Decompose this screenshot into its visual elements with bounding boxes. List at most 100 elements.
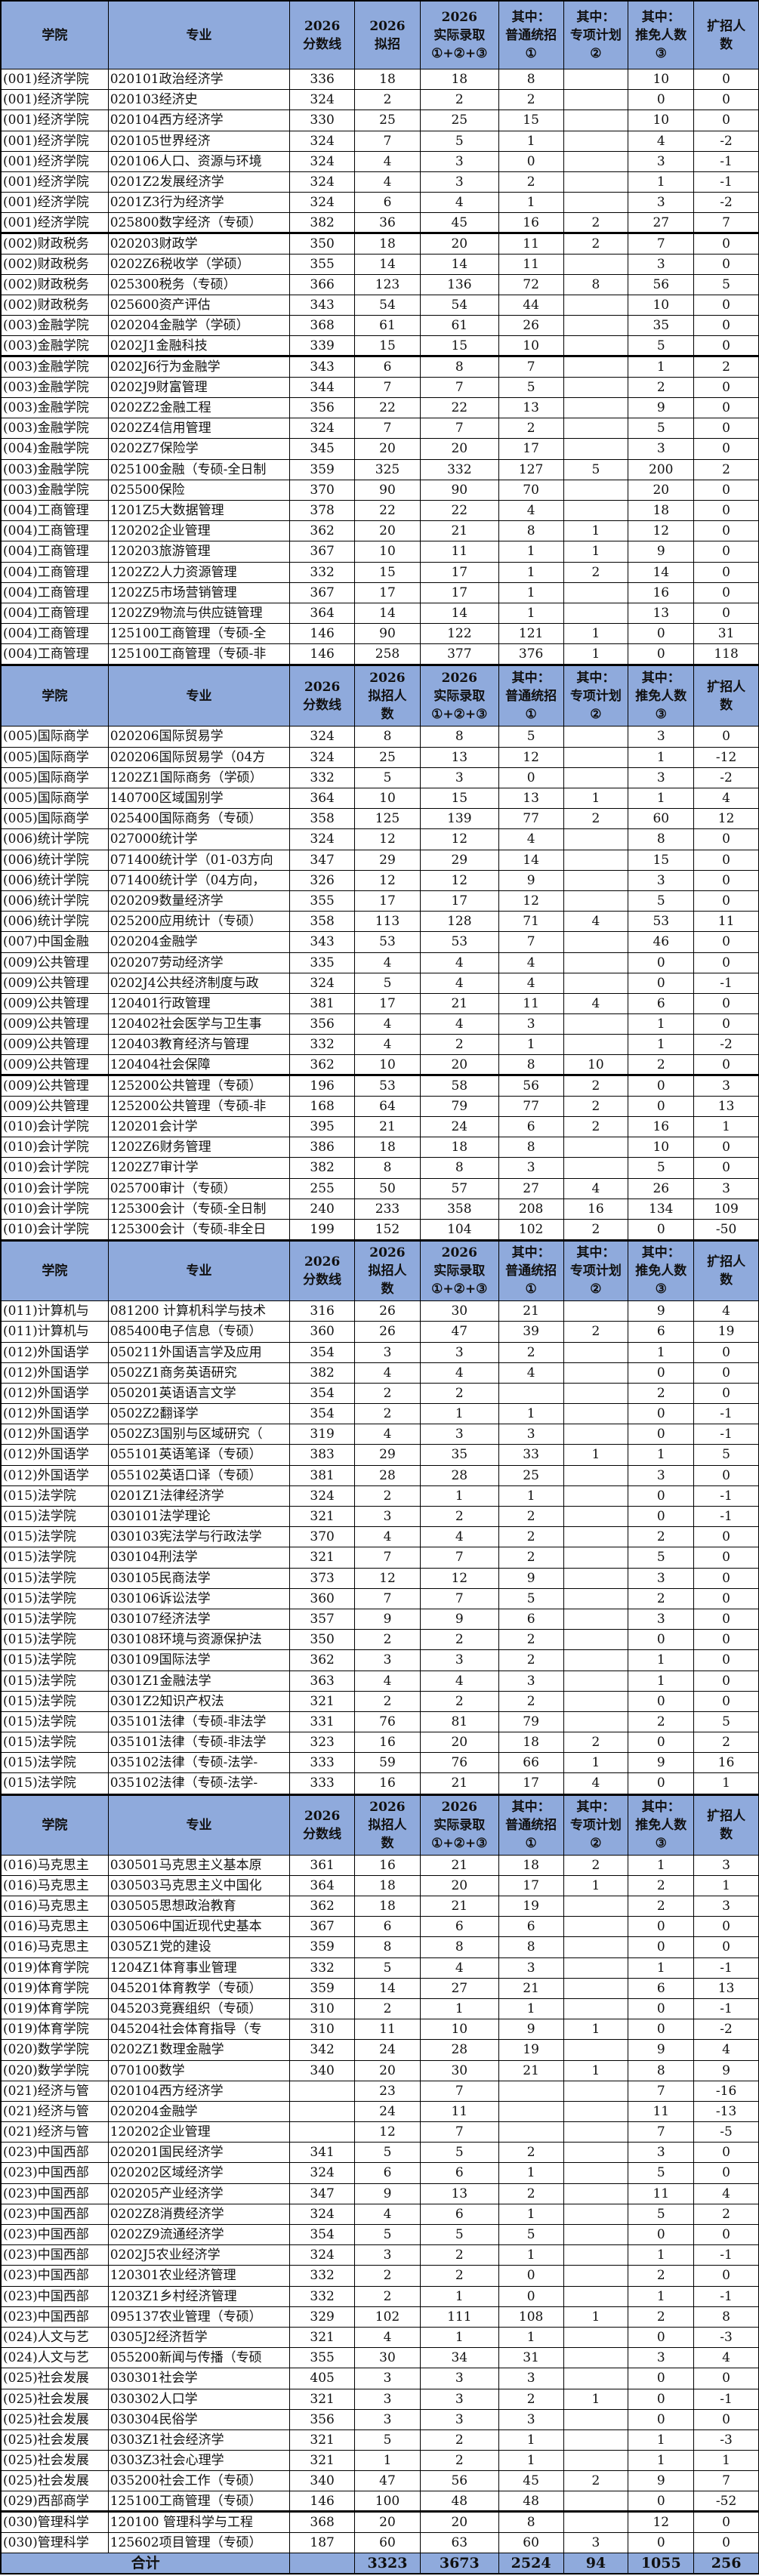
cell-regular: 25 [499, 1465, 564, 1485]
cell-expand: 0 [694, 2532, 759, 2553]
cell-actual: 11 [421, 541, 499, 562]
cell-expand: 3 [694, 1855, 759, 1875]
cell-special: 1 [564, 541, 629, 562]
cell-major: 0202Z8消费经济学 [109, 2204, 291, 2224]
cell-college: (016)马克思主 [2, 1875, 109, 1896]
table-row: (003)金融学院 0202Z2金融工程 356 22 22 13 9 0 [2, 398, 759, 419]
cell-score: 324 [290, 418, 356, 439]
cell-score: 358 [290, 912, 356, 932]
cell-special [564, 2286, 629, 2306]
cell-plan: 325 [355, 459, 421, 480]
cell-plan: 7 [355, 377, 421, 397]
cell-special [564, 973, 629, 993]
cell-special [564, 1630, 629, 1650]
cell-plan: 12 [355, 1568, 421, 1588]
cell-score: 382 [290, 1362, 356, 1383]
cell-exempt: 14 [628, 562, 695, 582]
cell-major: 0201Z3行为经济学 [109, 193, 291, 213]
cell-major: 025300税务（专硕） [109, 274, 291, 295]
header-plan: 2026 拟招人 数 [355, 666, 421, 727]
cell-major: 020203财政学 [109, 233, 291, 254]
cell-exempt: 1 [628, 1671, 695, 1691]
cell-college: (010)会计学院 [2, 1178, 109, 1199]
cell-regular: 14 [499, 850, 564, 870]
cell-exempt: 7 [628, 233, 695, 254]
cell-exempt: 10 [628, 1137, 695, 1158]
cell-actual: 18 [421, 1137, 499, 1158]
table-row: (003)金融学院 025100金融（专硕-全日制 359 325 332 127 5 200… [2, 459, 759, 480]
cell-plan: 29 [355, 850, 421, 870]
cell-college: (019)体育学院 [2, 1978, 109, 1998]
cell-college: (004)工商管理 [2, 500, 109, 521]
cell-college: (002)财政税务 [2, 233, 109, 254]
cell-actual: 24 [421, 1117, 499, 1137]
cell-regular: 9 [499, 870, 564, 890]
cell-regular: 1 [499, 2204, 564, 2224]
cell-actual: 20 [421, 439, 499, 459]
cell-actual: 6 [421, 1917, 499, 1937]
table-row: (005)国际商学 020206国际贸易学 324 8 8 5 3 0 [2, 727, 759, 748]
cell-exempt: 1 [628, 2451, 695, 2471]
cell-regular: 1 [499, 562, 564, 582]
cell-actual: 4 [421, 1527, 499, 1547]
total-actual: 3673 [421, 2553, 499, 2573]
cell-regular: 0 [499, 151, 564, 171]
cell-score: 368 [290, 2512, 356, 2532]
cell-college: (005)国际商学 [2, 767, 109, 788]
cell-special: 2 [564, 2471, 629, 2491]
cell-exempt: 10 [628, 295, 695, 316]
header-special: 其中： 专项计划 ② [564, 2, 629, 69]
cell-exempt: 1 [628, 1342, 695, 1362]
cell-score: 395 [290, 1117, 356, 1137]
cell-actual: 1 [421, 2286, 499, 2306]
cell-major: 0301Z2知识产权法 [109, 1691, 291, 1711]
cell-college: (012)外国语学 [2, 1424, 109, 1445]
cell-major: 0502Z2翻译学 [109, 1404, 291, 1424]
cell-regular: 0 [499, 767, 564, 788]
cell-actual: 12 [421, 1568, 499, 1588]
cell-expand: 9 [694, 2060, 759, 2081]
cell-actual: 21 [421, 1855, 499, 1875]
cell-expand: 19 [694, 1322, 759, 1342]
cell-exempt: 2 [628, 1383, 695, 1404]
cell-special [564, 582, 629, 603]
cell-college: (003)金融学院 [2, 316, 109, 336]
table-row: (019)体育学院 045201体育教学（专硕） 359 14 27 21 6 13 [2, 1978, 759, 1999]
cell-college: (009)公共管理 [2, 993, 109, 1014]
cell-exempt: 0 [628, 1096, 695, 1116]
cell-special [564, 1507, 629, 1527]
cell-expand: 0 [694, 727, 759, 747]
cell-exempt: 4 [628, 131, 695, 151]
header-college: 学院 [2, 1795, 109, 1855]
cell-plan: 6 [355, 356, 421, 377]
cell-regular: 3 [499, 1424, 564, 1445]
table-row: (016)马克思主 030501马克思主义基本原 361 16 21 18 2 1 3 [2, 1855, 759, 1876]
cell-expand: 0 [694, 541, 759, 562]
cell-expand: -52 [694, 2491, 759, 2510]
cell-expand: 11 [694, 912, 759, 932]
cell-regular: 127 [499, 459, 564, 480]
cell-plan: 14 [355, 603, 421, 624]
cell-expand: -2 [694, 131, 759, 151]
cell-special [564, 2081, 629, 2101]
cell-plan: 152 [355, 1219, 421, 1240]
cell-college: (004)工商管理 [2, 562, 109, 582]
cell-regular: 15 [499, 110, 564, 131]
cell-score: 381 [290, 993, 356, 1014]
cell-score: 354 [290, 1404, 356, 1424]
cell-special [564, 1404, 629, 1424]
cell-exempt: 0 [628, 90, 695, 110]
cell-plan: 59 [355, 1753, 421, 1773]
cell-major: 0201Z1法律经济学 [109, 1485, 291, 1506]
total-regular: 2524 [499, 2553, 564, 2573]
cell-exempt: 5 [628, 2204, 695, 2224]
cell-special: 2 [564, 233, 629, 254]
cell-actual: 28 [421, 2040, 499, 2060]
cell-major: 030301社会学 [109, 2368, 291, 2389]
cell-special [564, 2429, 629, 2451]
cell-plan: 18 [355, 69, 421, 90]
cell-expand: 0 [694, 439, 759, 459]
cell-regular: 77 [499, 1096, 564, 1116]
cell-expand: 109 [694, 1199, 759, 1219]
cell-major: 030506中国近现代史基本 [109, 1917, 291, 1937]
